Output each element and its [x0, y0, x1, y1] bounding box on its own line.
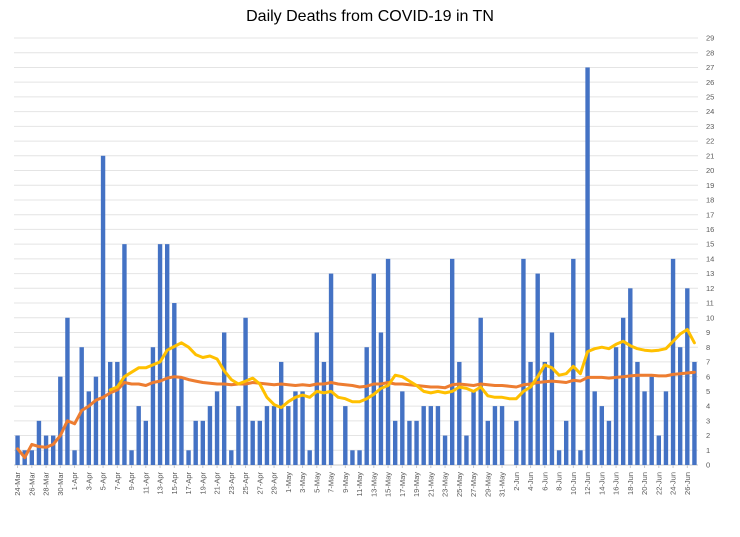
svg-text:1-Apr: 1-Apr: [70, 472, 79, 491]
svg-text:2-Jun: 2-Jun: [512, 472, 521, 491]
svg-text:21-Apr: 21-Apr: [213, 472, 222, 495]
svg-text:27-Apr: 27-Apr: [255, 472, 264, 495]
svg-text:5-Apr: 5-Apr: [99, 472, 108, 491]
svg-text:17: 17: [706, 210, 714, 219]
svg-text:13-Apr: 13-Apr: [156, 472, 165, 495]
svg-text:3: 3: [706, 416, 710, 425]
svg-text:1-May: 1-May: [284, 472, 293, 493]
svg-text:20-Jun: 20-Jun: [640, 472, 649, 495]
svg-text:15: 15: [706, 240, 714, 249]
svg-text:7-May: 7-May: [327, 472, 336, 493]
svg-text:9-Apr: 9-Apr: [127, 472, 136, 491]
svg-text:20: 20: [706, 166, 714, 175]
svg-text:17-Apr: 17-Apr: [184, 472, 193, 495]
svg-text:28: 28: [706, 48, 714, 57]
chart-title: Daily Deaths from COVID-19 in TN: [246, 8, 494, 25]
svg-text:6: 6: [706, 372, 710, 381]
svg-text:6-Jun: 6-Jun: [540, 472, 549, 491]
svg-text:7: 7: [706, 358, 710, 367]
svg-text:23: 23: [706, 122, 714, 131]
svg-text:26-Mar: 26-Mar: [27, 472, 36, 496]
svg-text:8: 8: [706, 343, 710, 352]
svg-text:24-Mar: 24-Mar: [13, 472, 22, 496]
svg-text:14-Jun: 14-Jun: [597, 472, 606, 495]
svg-text:12-Jun: 12-Jun: [583, 472, 592, 495]
svg-text:1: 1: [706, 446, 710, 455]
svg-text:26: 26: [706, 78, 714, 87]
svg-text:21: 21: [706, 151, 714, 160]
svg-text:7-Apr: 7-Apr: [113, 472, 122, 491]
svg-text:19: 19: [706, 181, 714, 190]
svg-text:16: 16: [706, 225, 714, 234]
svg-text:3-May: 3-May: [298, 472, 307, 493]
svg-text:5: 5: [706, 387, 710, 396]
svg-text:10-Jun: 10-Jun: [569, 472, 578, 495]
svg-text:4-Jun: 4-Jun: [526, 472, 535, 491]
svg-text:16-Jun: 16-Jun: [612, 472, 621, 495]
svg-text:13-May: 13-May: [369, 472, 378, 497]
svg-text:9-May: 9-May: [341, 472, 350, 493]
svg-text:18-Jun: 18-Jun: [626, 472, 635, 495]
svg-text:14: 14: [706, 254, 714, 263]
svg-text:19-Apr: 19-Apr: [198, 472, 207, 495]
svg-text:15-Apr: 15-Apr: [170, 472, 179, 495]
svg-text:9: 9: [706, 328, 710, 337]
svg-text:29-May: 29-May: [483, 472, 492, 497]
svg-text:24: 24: [706, 107, 714, 116]
svg-text:17-May: 17-May: [398, 472, 407, 497]
svg-text:31-May: 31-May: [498, 472, 507, 497]
svg-text:5-May: 5-May: [312, 472, 321, 493]
svg-text:29-Apr: 29-Apr: [270, 472, 279, 495]
svg-text:27: 27: [706, 63, 714, 72]
svg-text:2: 2: [706, 431, 710, 440]
svg-text:11: 11: [706, 299, 714, 308]
svg-text:15-May: 15-May: [384, 472, 393, 497]
svg-text:10: 10: [706, 313, 714, 322]
svg-text:25-Apr: 25-Apr: [241, 472, 250, 495]
svg-text:4: 4: [706, 402, 710, 411]
svg-text:11-Apr: 11-Apr: [141, 472, 150, 494]
svg-text:19-May: 19-May: [412, 472, 421, 497]
svg-text:21-May: 21-May: [426, 472, 435, 497]
svg-text:18: 18: [706, 196, 714, 205]
svg-text:12: 12: [706, 284, 714, 293]
svg-text:28-Mar: 28-Mar: [42, 472, 51, 496]
svg-text:22: 22: [706, 137, 714, 146]
svg-text:0: 0: [706, 461, 710, 470]
svg-text:8-Jun: 8-Jun: [555, 472, 564, 491]
svg-text:3-Apr: 3-Apr: [84, 472, 93, 491]
svg-text:13: 13: [706, 269, 714, 278]
svg-text:25: 25: [706, 92, 714, 101]
svg-text:27-May: 27-May: [469, 472, 478, 497]
svg-text:23-May: 23-May: [441, 472, 450, 497]
svg-text:24-Jun: 24-Jun: [669, 472, 678, 495]
svg-text:26-Jun: 26-Jun: [683, 472, 692, 495]
svg-text:29: 29: [706, 34, 714, 43]
svg-text:22-Jun: 22-Jun: [654, 472, 663, 495]
svg-text:30-Mar: 30-Mar: [56, 472, 65, 496]
svg-text:25-May: 25-May: [455, 472, 464, 497]
svg-text:11-May: 11-May: [355, 472, 364, 497]
svg-text:23-Apr: 23-Apr: [227, 472, 236, 495]
